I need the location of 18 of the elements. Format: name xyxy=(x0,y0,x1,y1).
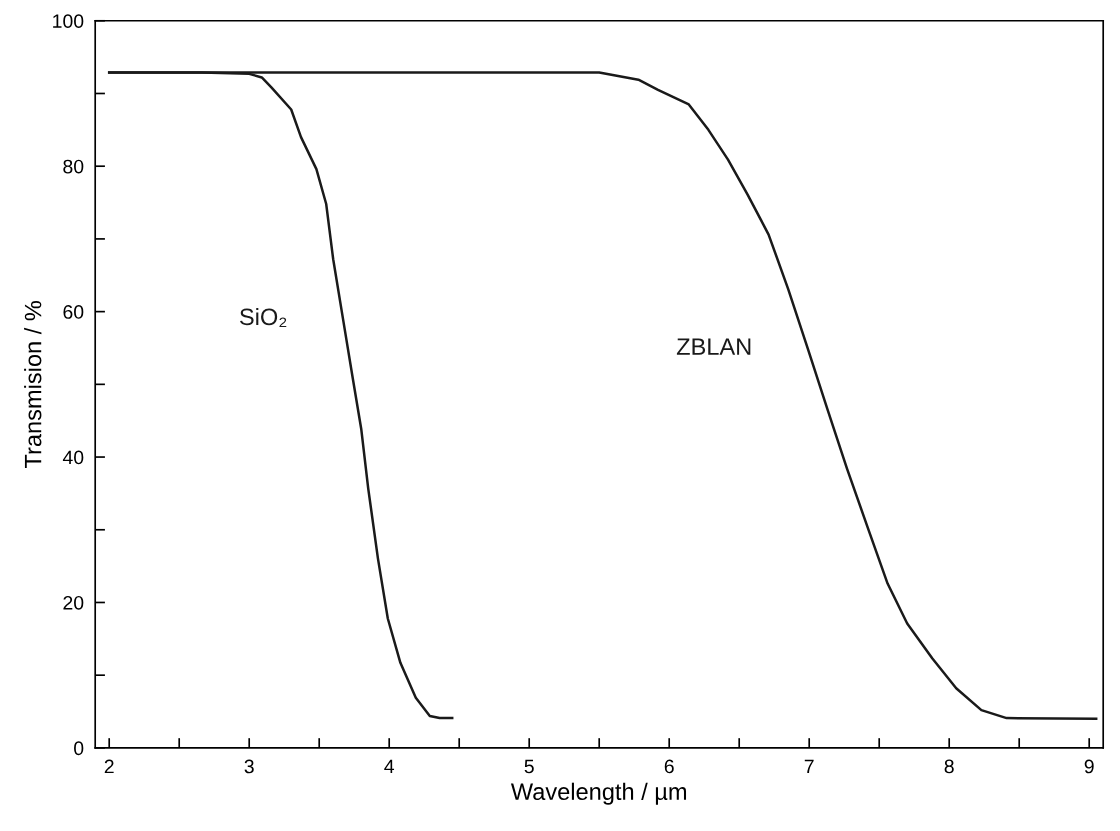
y-tick-label: 60 xyxy=(63,305,84,319)
x-tick-label: 6 xyxy=(664,759,674,774)
x-tick-label: 5 xyxy=(524,759,534,774)
y-axis-title: Transmision / % xyxy=(24,300,42,468)
x-tick-label: 8 xyxy=(944,759,954,774)
x-tick-label: 4 xyxy=(384,759,395,774)
y-tick-label: 40 xyxy=(62,450,84,465)
y-tick-label: 100 xyxy=(53,14,84,29)
x-tick-label: 7 xyxy=(804,759,814,774)
y-tick-label: 20 xyxy=(63,595,84,610)
text: SiO₂ xyxy=(239,307,287,328)
x-tick-label: 2 xyxy=(104,759,114,774)
y-tick-label: 80 xyxy=(63,159,84,174)
x-tick-label: 3 xyxy=(244,759,254,774)
x-tick-label: 9 xyxy=(1084,759,1094,774)
text: ZBLAN xyxy=(676,338,751,355)
x-axis-title: Wavelength / µm xyxy=(510,782,687,805)
y-tick-label: 0 xyxy=(74,741,84,756)
